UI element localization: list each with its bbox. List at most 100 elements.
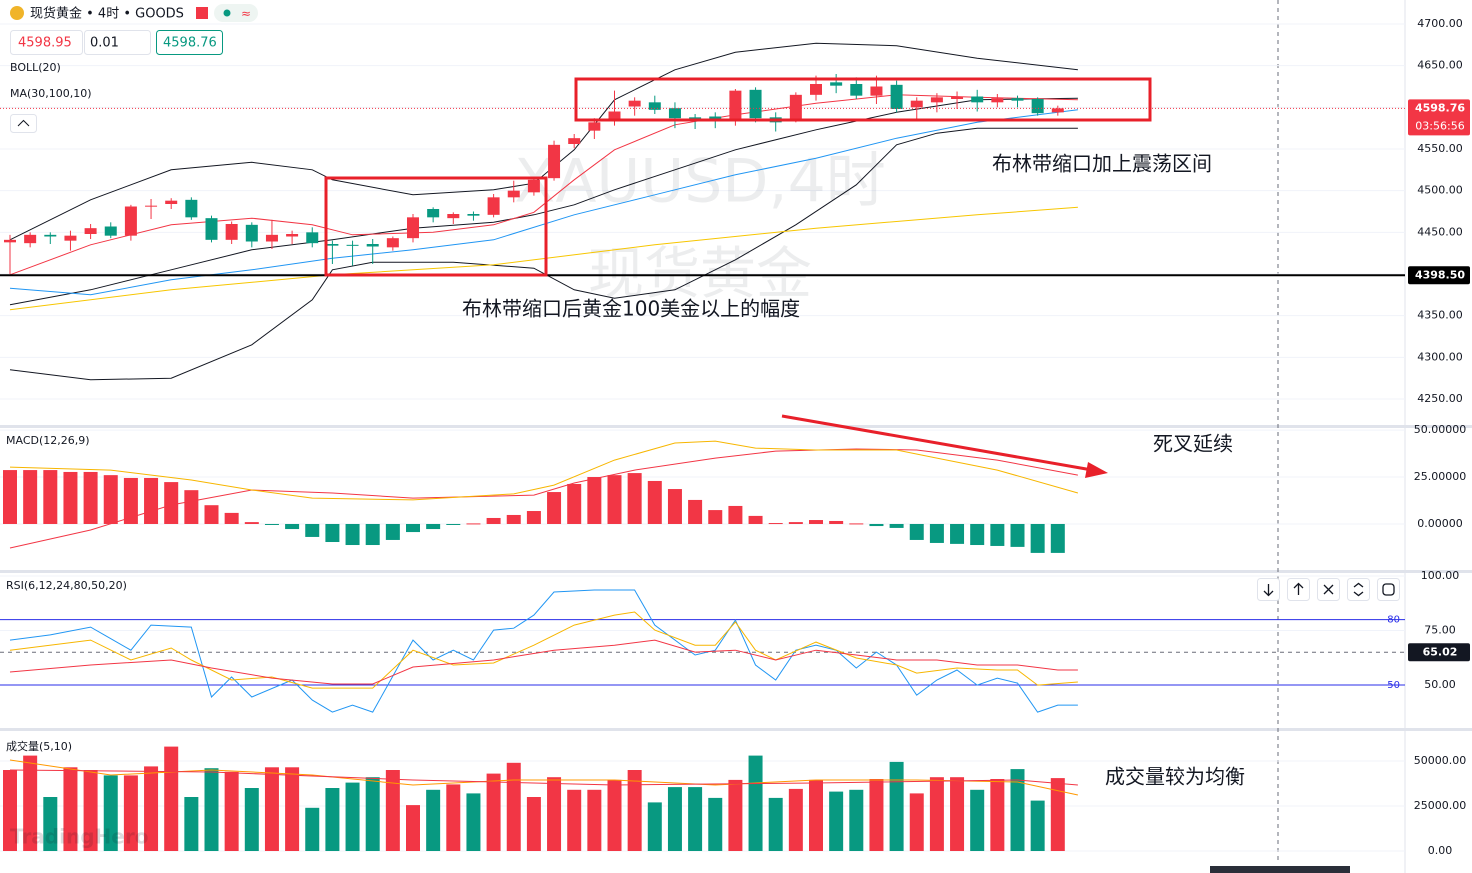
- volume-bar: [63, 767, 78, 851]
- last-price-box: [1408, 99, 1470, 136]
- y-tick-label: 4650.00: [1417, 59, 1463, 72]
- toolbar-icons: [1263, 582, 1395, 597]
- histogram-bar: [1010, 523, 1025, 547]
- annotation: 布林带缩口后黄金100美金以上的幅度: [462, 297, 800, 321]
- candle-body: [124, 206, 137, 236]
- histogram-bar: [204, 505, 219, 524]
- histogram-bar: [889, 523, 904, 528]
- histogram-bar: [63, 471, 78, 524]
- volume-bar: [829, 791, 844, 851]
- histogram-bar: [748, 515, 763, 524]
- volume-bar: [647, 802, 662, 851]
- volume-bar: [123, 775, 138, 851]
- candle-body: [104, 226, 117, 236]
- candle-body: [910, 100, 923, 108]
- level-label: 50: [1387, 680, 1400, 691]
- panel-separator: [0, 425, 1472, 428]
- collapse-button[interactable]: [10, 114, 37, 133]
- volume-bar: [244, 788, 259, 851]
- indicator-title: BOLL(20): [10, 61, 61, 74]
- plot-layer: 4250.004300.004350.004400.004450.004500.…: [0, 17, 1470, 857]
- y-tick-label: 0.00000: [1417, 517, 1463, 530]
- collapse-icon: [17, 119, 30, 127]
- volume-bar: [164, 746, 179, 851]
- candle-body: [971, 96, 984, 103]
- histogram-bar: [506, 514, 521, 524]
- symbol-icon: [10, 6, 24, 20]
- histogram-bar: [23, 470, 38, 524]
- flag-icon[interactable]: [196, 7, 208, 19]
- histogram-bar: [1050, 523, 1065, 553]
- indicator-line: [9, 206, 1078, 311]
- buy-box[interactable]: [156, 30, 223, 55]
- histogram-bar: [486, 517, 501, 524]
- volume-bar: [3, 770, 17, 851]
- volume-bar: [43, 797, 58, 851]
- volume-bar: [466, 793, 481, 851]
- histogram-bar: [43, 470, 58, 524]
- volume-bar: [567, 789, 582, 851]
- maximize-button[interactable]: [1377, 578, 1400, 601]
- y-tick-label: 25.00000: [1414, 470, 1467, 483]
- volume-bar: [305, 807, 320, 851]
- volume-bar: [587, 789, 602, 851]
- histogram-bar: [345, 523, 360, 546]
- candle-body: [991, 98, 1004, 103]
- indicator-title: MACD(12,26,9): [6, 434, 90, 447]
- volume-bar: [547, 777, 562, 851]
- sell-box[interactable]: [10, 30, 83, 55]
- histogram-bar: [869, 523, 884, 527]
- indicator-title: RSI(6,12,24,80,50,20): [6, 579, 127, 592]
- candle-body: [729, 90, 742, 121]
- indicator-line: [9, 639, 1078, 685]
- watermark: TradingHero: [10, 825, 148, 849]
- histogram-bar: [3, 470, 17, 524]
- spread-box[interactable]: [84, 30, 151, 55]
- candle-body: [407, 217, 419, 239]
- level-label-box: [1408, 266, 1470, 285]
- volume-bar: [406, 805, 420, 851]
- volume-bar: [788, 788, 803, 851]
- histogram-bar: [123, 477, 138, 524]
- histogram-bar: [103, 475, 118, 524]
- volume-bar: [768, 797, 783, 851]
- histogram-bar: [264, 523, 279, 525]
- y-tick-label: 50.00: [1424, 678, 1456, 691]
- spread: 0.01: [90, 36, 119, 51]
- volume-bar: [1050, 778, 1065, 851]
- histogram-bar: [285, 523, 300, 530]
- indicator-line: [9, 611, 1078, 689]
- candle-body: [870, 86, 883, 96]
- candle-body: [386, 238, 399, 248]
- y-tick-label: 50.00000: [1414, 423, 1467, 436]
- histogram-bar: [547, 492, 562, 524]
- candle-body: [608, 111, 621, 122]
- volume-bar: [688, 787, 703, 851]
- candle-body: [830, 82, 843, 86]
- range-box: [574, 77, 1152, 122]
- status-pill[interactable]: [214, 4, 258, 22]
- volume-bar: [526, 797, 541, 851]
- indicator-line: [9, 109, 1078, 296]
- volume-bar: [708, 797, 723, 851]
- histogram-bar: [587, 477, 602, 524]
- histogram-bar: [647, 480, 662, 524]
- volume-bar: [345, 782, 360, 851]
- y-tick-label: 4350.00: [1417, 309, 1463, 322]
- histogram-bar: [526, 511, 541, 524]
- candle-body: [588, 122, 601, 131]
- histogram-bar: [83, 471, 98, 524]
- volume-bar: [385, 770, 400, 851]
- close-icon: [1323, 584, 1334, 595]
- indicator-line: [9, 94, 1078, 276]
- candle-body: [789, 94, 802, 119]
- collapse-pane-button[interactable]: [1347, 578, 1370, 601]
- panel-separator: [0, 570, 1472, 573]
- cursor-label: 65.02: [1423, 645, 1458, 658]
- candle-body: [890, 84, 903, 109]
- histogram-bar: [184, 490, 199, 524]
- candle-body: [306, 232, 319, 244]
- candle-body: [44, 234, 57, 237]
- candle-body: [245, 224, 258, 242]
